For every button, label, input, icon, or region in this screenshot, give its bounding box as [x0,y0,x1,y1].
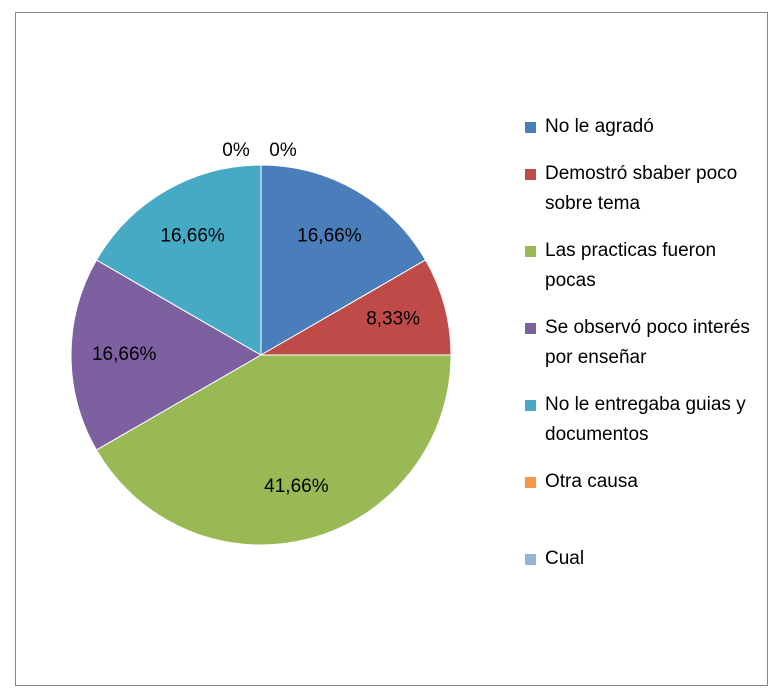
legend-label: No le entregaba guias y documentos [545,394,746,445]
data-label: 8,33% [366,309,420,330]
legend-label: No le agradó [545,116,654,137]
data-label: 16,66% [297,226,362,247]
legend-swatch [525,169,536,180]
pie-slice [95,354,452,546]
pie-slice [260,164,427,356]
legend-label: Cual [545,548,585,569]
pie-slice [95,164,262,356]
legend-entry: Cual [525,544,770,574]
legend-label: Se observó poco interés por enseñar [545,317,750,368]
legend-entry: Las practicas fueron pocas [525,236,770,296]
data-label: 41,66% [264,476,329,497]
legend-swatch [525,400,536,411]
legend-entry: No le agradó [525,112,770,142]
data-label: 0% [269,140,297,161]
legend-label: Otra causa [545,471,638,492]
legend-entry: Demostró sbaber poco sobre tema [525,159,770,219]
legend-swatch [525,477,536,488]
legend-entry: Se observó poco interés por enseñar [525,313,770,373]
legend: No le agradó Demostró sbaber poco sobre t… [525,112,770,621]
legend-swatch [525,323,536,334]
data-label: 16,66% [160,226,225,247]
data-label: 0% [222,140,250,161]
pie-slice [70,259,263,451]
legend-entry: Otra causa [525,467,770,497]
legend-swatch [525,554,536,565]
legend-label: Demostró sbaber poco sobre tema [545,163,738,214]
legend-label: Las practicas fueron pocas [545,240,717,291]
legend-swatch [525,246,536,257]
legend-swatch [525,122,536,133]
pie-slice [259,259,452,356]
legend-entry: No le entregaba guias y documentos [525,390,770,450]
data-label: 16,66% [92,344,157,365]
